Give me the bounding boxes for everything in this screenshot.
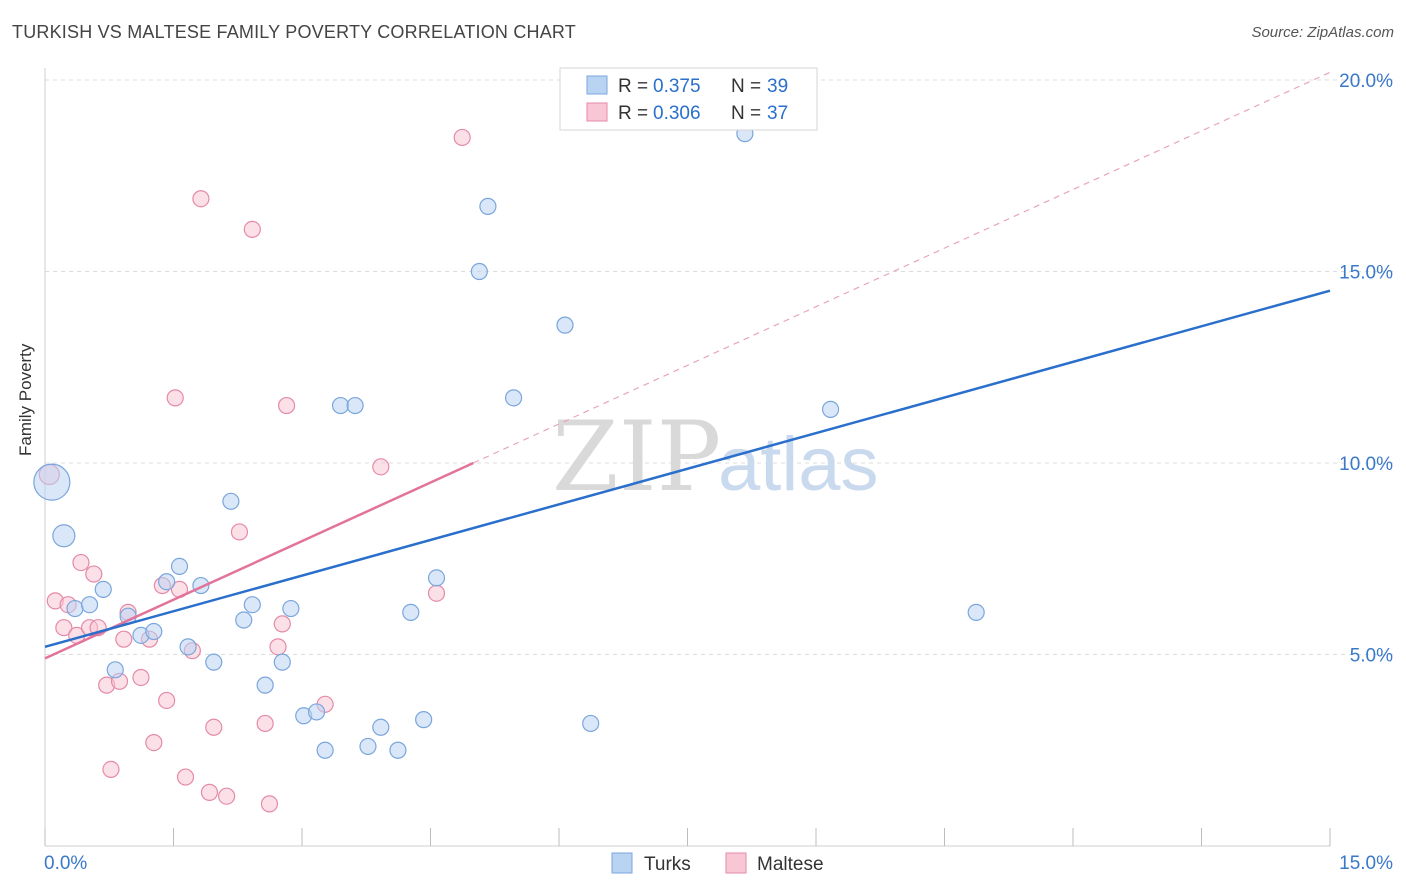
point-maltese-28 [243,220,261,238]
point-turks-8 [145,622,163,641]
point-turks-14 [222,492,240,510]
stats-n-value-maltese: 37 [767,103,788,124]
point-maltese-29 [256,714,274,733]
point-turks-18 [273,653,291,671]
point-turks-27 [389,741,407,759]
point-maltese-21 [176,768,195,786]
stats-r-label-maltese: R = [618,103,648,124]
legend-swatch-maltese [725,852,747,874]
point-turks-16 [243,596,261,614]
point-turks-25 [359,737,377,756]
y-tick-label-3: 20.0% [1339,71,1393,92]
point-turks-5 [106,661,124,679]
trend-line-maltese-extension [473,71,1331,464]
point-turks-4 [94,580,112,598]
watermark-atlas: atlas [718,422,879,507]
stats-r-label-turks: R = [618,76,648,97]
point-turks-3 [80,596,99,614]
point-maltese-35 [372,458,390,476]
chart-title: TURKISH VS MALTESE FAMILY POVERTY CORREL… [12,22,576,42]
x-tick-marks [44,828,1331,846]
point-maltese-5 [72,553,90,572]
point-turks-21 [307,703,326,721]
point-maltese-27 [230,523,249,541]
point-maltese-19 [166,389,184,407]
y-tick-label-0: 5.0% [1350,646,1393,667]
point-maltese-23 [192,190,210,208]
x-tick-label-1: 15.0% [1339,853,1393,874]
stats-swatch-maltese [586,102,608,122]
point-turks-28 [402,603,420,621]
point-turks-24 [346,396,364,415]
point-turks-10 [170,557,189,576]
point-turks-11 [179,638,197,656]
stats-r-value-maltese: 0.306 [653,103,701,124]
y-tick-labels: 5.0% 10.0% 15.0% 20.0% [1339,71,1393,667]
point-turks-17 [256,676,274,694]
trend-lines [473,71,1331,464]
series-legend: Turks Maltese [611,852,824,875]
data-points [33,125,1331,813]
point-maltese-2 [55,619,73,637]
point-turks-34 [556,316,574,334]
point-turks-2 [66,599,84,618]
stats-r-value-turks: 0.375 [653,76,701,97]
stats-swatch-turks [586,75,608,95]
point-turks-19 [282,599,300,618]
point-turks-13 [205,653,223,671]
point-maltese-30 [260,795,279,813]
point-maltese-37 [453,128,471,147]
point-maltese-36 [427,584,446,602]
point-turks-0 [33,463,71,501]
point-turks-32 [479,197,497,215]
y-tick-label-1: 10.0% [1339,454,1393,475]
point-maltese-24 [200,783,219,801]
point-turks-22 [316,741,334,759]
point-turks-26 [372,718,390,736]
point-turks-35 [582,714,600,733]
point-maltese-12 [115,630,133,648]
stats-n-label-turks: N = [731,76,761,97]
source-credit: Source: ZipAtlas.com [1251,24,1394,41]
x-tick-label-0: 0.0% [44,853,87,874]
point-maltese-31 [269,638,287,656]
trend-line-turks [44,289,1331,649]
point-maltese-7 [85,565,103,583]
point-turks-38 [967,603,985,621]
point-turks-15 [235,611,253,629]
point-turks-29 [415,711,433,729]
point-maltese-14 [132,668,150,687]
y-axis-label: Family Poverty [16,343,35,456]
point-turks-31 [470,262,488,281]
legend-label-maltese: Maltese [757,854,824,875]
stats-n-value-turks: 39 [767,76,788,97]
grid-lines [45,79,1394,655]
point-maltese-10 [102,760,120,779]
point-turks-9 [158,573,176,591]
point-maltese-26 [218,787,236,805]
legend-label-turks: Turks [644,854,691,875]
point-maltese-33 [277,396,296,415]
stats-n-label-maltese: N = [731,103,761,124]
point-turks-37 [821,400,840,418]
point-maltese-25 [205,718,223,736]
stats-legend: R = 0.375 N = 39 R = 0.306 N = 37 [559,67,818,131]
legend-swatch-turks [611,852,633,874]
point-turks-30 [427,569,446,587]
y-tick-label-2: 15.0% [1339,263,1393,284]
point-turks-23 [331,396,350,415]
x-tick-labels: 0.0% 15.0% [44,853,1393,874]
watermark-zip: ZIP [552,401,721,513]
point-maltese-32 [273,615,291,633]
point-turks-1 [52,524,76,548]
point-turks-33 [504,389,523,407]
point-maltese-16 [145,733,163,752]
point-maltese-18 [158,691,176,710]
